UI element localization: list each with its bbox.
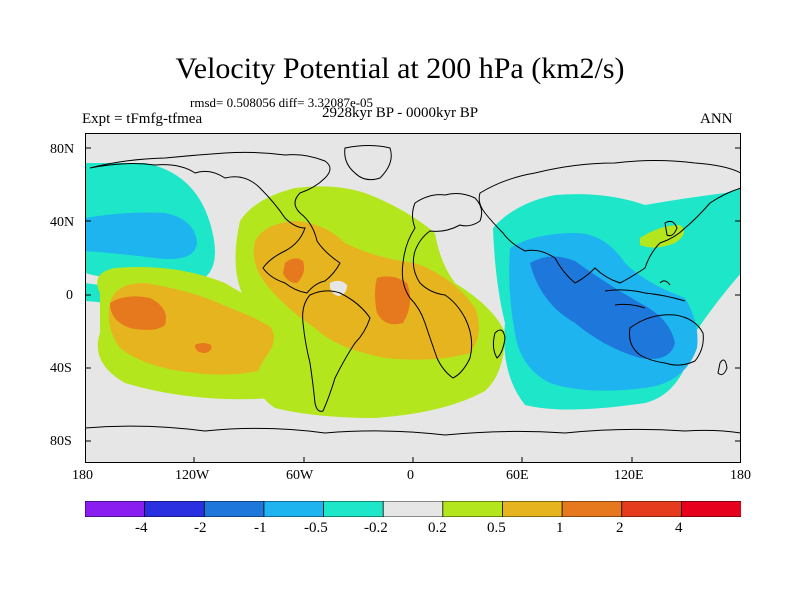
colorbar-label: -0.2 — [364, 520, 388, 536]
colorbar-label: -2 — [194, 520, 207, 536]
colorbar-swatch — [382, 501, 444, 517]
lon-label-120e: 120E — [614, 468, 644, 483]
north-pacific-east-teal-region — [625, 223, 741, 268]
atlantic-orange-region — [253, 221, 479, 360]
colorbar-swatch — [203, 501, 265, 517]
period-label: 2928kyr BP - 0000kyr BP — [322, 105, 479, 121]
colorbar-label: 0.5 — [487, 520, 506, 536]
japan-coastline — [664, 220, 678, 237]
lon-label-60w: 60W — [286, 468, 314, 483]
coastlines — [85, 145, 741, 436]
colorbar-swatch — [323, 501, 385, 517]
map-panel — [85, 133, 741, 463]
lat-label-40n: 40N — [50, 215, 75, 230]
caribbean-neutral-hole — [329, 280, 347, 296]
colorbar-label: 1 — [556, 520, 564, 536]
northwest-pacific-blue-region — [85, 212, 197, 259]
map-title: Velocity Potential at 200 hPa (km2/s) — [175, 52, 625, 85]
lat-label-80n: 80N — [50, 142, 75, 157]
south-america-coastline — [302, 290, 371, 412]
colorbar-swatch — [561, 501, 623, 517]
lat-label-0: 0 — [66, 288, 73, 303]
europe-africa-coastline — [401, 193, 483, 379]
lon-label-120w: 120W — [175, 468, 210, 483]
colorbar-label: -1 — [254, 520, 267, 536]
colorbar-swatch — [85, 501, 146, 517]
indonesia-coastline — [604, 280, 686, 309]
north-america-coastline — [89, 151, 341, 294]
northwest-pacific-green-patch — [640, 225, 684, 248]
south-pacific-dark-orange-blob — [110, 296, 166, 330]
south-pacific-small-orange-blob — [195, 343, 212, 353]
lon-label-180e: 180 — [730, 468, 751, 483]
central-atlantic-dark-orange-blob — [375, 276, 411, 325]
asia-coastline — [478, 160, 741, 284]
stats-text: rmsd= 0.508056 diff= 3.32087e-05 — [190, 95, 374, 110]
colorbar-label: 0.2 — [428, 520, 447, 536]
madagascar-coastline — [492, 329, 506, 359]
colorbar-label: -0.5 — [304, 520, 328, 536]
colorbar-swatch — [263, 501, 325, 517]
colorbar-label: 2 — [616, 520, 624, 536]
north-atlantic-dark-orange-blob — [283, 258, 305, 283]
greenland-coastline — [344, 145, 392, 181]
lon-label-60e: 60E — [506, 468, 529, 483]
colorbar-swatch — [621, 501, 683, 517]
colorbar-label: 4 — [675, 520, 683, 536]
new-zealand-coastline — [717, 359, 728, 376]
lat-ticks — [85, 147, 741, 442]
colorbar-swatch — [680, 501, 741, 517]
experiment-label: Expt = tFmfg-tfmea — [82, 111, 203, 127]
colorbar-swatch — [502, 501, 563, 517]
colorbar-swatch — [442, 501, 504, 517]
colorbar — [85, 501, 741, 517]
lon-label-0: 0 — [407, 468, 414, 483]
lon-ticks — [193, 457, 633, 463]
lat-label-80s: 80S — [50, 434, 72, 449]
season-label: ANN — [700, 111, 733, 127]
colorbar-label: -4 — [135, 520, 148, 536]
antarctica-coastline — [85, 425, 741, 436]
lat-label-40s: 40S — [50, 361, 72, 376]
lon-label-180w: 180 — [72, 468, 93, 483]
indian-ocean-dark-blue-region — [530, 256, 675, 359]
colorbar-swatch — [144, 501, 206, 517]
australia-coastline — [629, 314, 704, 366]
